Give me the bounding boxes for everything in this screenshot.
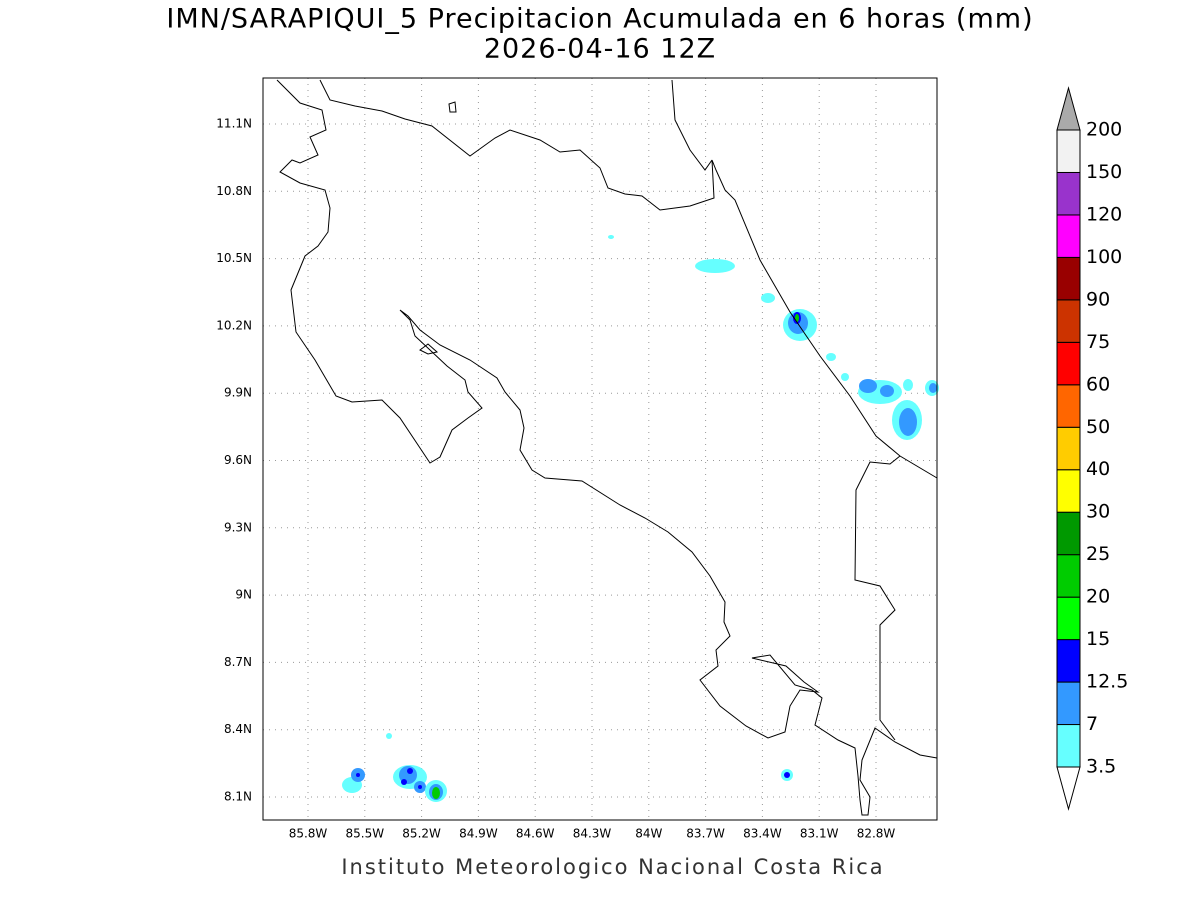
colorbar-label: 7 [1086, 713, 1098, 735]
colorbar-box [1056, 426, 1081, 471]
x-tick-label: 84.9W [459, 827, 498, 841]
colorbar-label: 90 [1086, 288, 1110, 310]
colorbar-label: 75 [1086, 331, 1110, 353]
rain-area [784, 772, 790, 778]
rain-area [899, 408, 917, 436]
rain-area [929, 383, 937, 393]
colorbar-box [1056, 469, 1081, 513]
y-tick-label: 11.1N [216, 117, 252, 131]
coastline [319, 79, 938, 479]
y-tick-label: 8.7N [224, 655, 252, 669]
coastline [854, 455, 901, 741]
rain-area [761, 293, 775, 303]
x-tick-label: 84.6W [516, 827, 555, 841]
colorbar-box [1056, 214, 1081, 258]
lake [419, 343, 439, 355]
x-tick-label: 85.2W [402, 827, 441, 841]
subtitle: 2026-04-16 12Z [484, 34, 716, 65]
colorbar-box [1056, 511, 1081, 556]
colorbar-label: 30 [1086, 501, 1110, 523]
grid [263, 78, 937, 820]
rain-area [401, 779, 407, 785]
rain-area [407, 768, 413, 774]
colorbar-box [1056, 639, 1081, 683]
colorbar-label: 20 [1086, 586, 1110, 608]
y-tick-label: 8.1N [224, 790, 252, 804]
colorbar-label: 15 [1086, 628, 1110, 650]
y-tick-label: 10.8N [216, 184, 252, 198]
x-tick-label: 83.7W [686, 827, 725, 841]
y-tick-label: 10.2N [216, 318, 252, 332]
coastline [276, 79, 938, 816]
colorbar-label: 100 [1086, 246, 1122, 268]
y-tick-label: 9.3N [224, 520, 252, 534]
title: IMN/SARAPIQUI_5 Precipitacion Acumulada … [166, 4, 1033, 35]
rain-area [841, 373, 849, 381]
colorbar-label: 12.5 [1086, 671, 1128, 693]
y-tick-label: 8.4N [224, 722, 252, 736]
colorbar-label: 120 [1086, 203, 1122, 225]
colorbar-box [1056, 299, 1081, 343]
colorbar-box [1056, 554, 1081, 598]
colorbar-below [1056, 766, 1081, 811]
colorbar-label: 3.5 [1086, 756, 1116, 778]
rain-area [356, 773, 360, 777]
colorbar-box [1056, 384, 1081, 428]
x-tick-label: 84W [635, 827, 662, 841]
x-tick-label: 83.1W [800, 827, 839, 841]
rain-area [695, 259, 735, 273]
lake [448, 101, 457, 113]
y-tick-label: 10.5N [216, 251, 252, 265]
y-tick-label: 9N [235, 588, 252, 602]
x-tick-label: 85.8W [289, 827, 328, 841]
colorbar-box [1056, 724, 1081, 768]
colorbar-label: 200 [1086, 119, 1122, 141]
colorbar-box [1056, 129, 1081, 173]
rain-area [432, 787, 440, 799]
colorbar-box [1056, 596, 1081, 641]
rain-area [386, 733, 392, 739]
colorbar-box [1056, 171, 1081, 216]
colorbar-label: 40 [1086, 458, 1110, 480]
y-tick-label: 9.6N [224, 453, 252, 467]
colorbar-box [1056, 256, 1081, 301]
colorbar: 3.5 7 12.5 15 20 25 30 40 50 60 75 90 100 120 150 200 [1056, 86, 1128, 811]
x-tick-label: 83.4W [743, 827, 782, 841]
colorbar-above [1056, 86, 1081, 131]
colorbar-label: 150 [1086, 161, 1122, 183]
rain-area [859, 379, 877, 393]
colorbar-label: 50 [1086, 416, 1110, 438]
rain-area [826, 353, 836, 361]
precipitation [342, 235, 939, 802]
x-tick-label: 84.3W [573, 827, 612, 841]
map-frame [262, 77, 938, 821]
x-tick-label: 82.8W [857, 827, 896, 841]
x-tick-label: 85.5W [346, 827, 385, 841]
coastlines [276, 79, 938, 816]
rain-area [418, 785, 422, 789]
footer: Instituto Meteorologico Nacional Costa R… [341, 855, 884, 879]
rain-area [608, 235, 614, 239]
colorbar-box [1056, 341, 1081, 386]
rain-area [903, 379, 913, 391]
coastline [671, 79, 713, 171]
colorbar-label: 25 [1086, 543, 1110, 565]
colorbar-box [1056, 681, 1081, 726]
rain-area [880, 385, 894, 397]
colorbar-label: 60 [1086, 373, 1110, 395]
y-tick-label: 9.9N [224, 386, 252, 400]
